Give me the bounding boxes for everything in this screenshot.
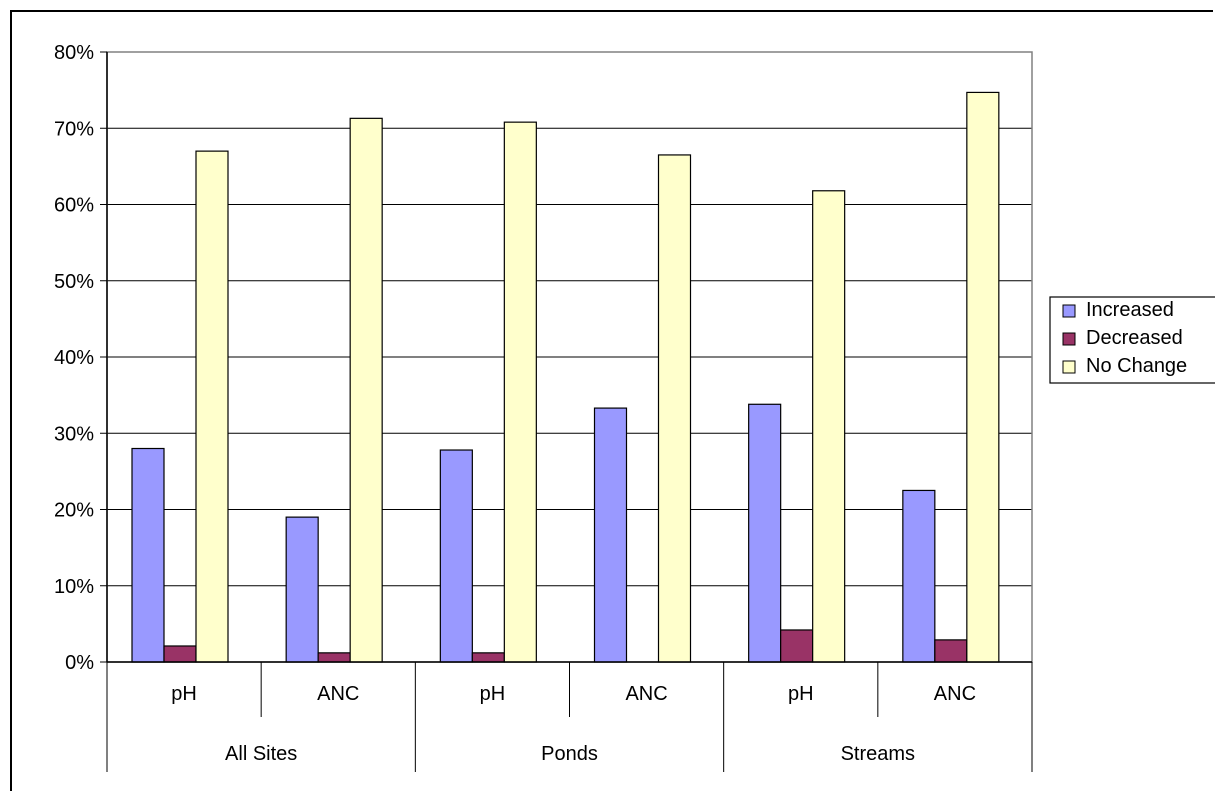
y-tick-label: 30% (54, 423, 94, 445)
bar-no-change (195, 150, 229, 663)
y-tick-label: 60% (54, 195, 94, 217)
gridlines (107, 51, 1032, 587)
y-tick-label: 40% (54, 347, 94, 369)
bar-increased (593, 407, 628, 663)
bar-no-change (349, 117, 383, 663)
bar-decreased (934, 639, 968, 663)
legend-label: Increased (1086, 299, 1174, 321)
bar-decreased (780, 629, 814, 663)
y-tick-label: 10% (54, 576, 94, 598)
bar-decreased (317, 652, 351, 663)
bar-increased (131, 447, 165, 663)
bar-no-change (503, 121, 537, 663)
group-label: All Sites (225, 743, 297, 765)
category-label: ANC (317, 683, 359, 705)
group-label: Ponds (541, 743, 598, 765)
bar-increased (748, 403, 782, 663)
legend-swatch (1062, 332, 1076, 346)
bar-no-change (657, 154, 692, 663)
y-tick-label: 70% (54, 118, 94, 140)
axes (100, 51, 1033, 772)
category-label: pH (171, 683, 197, 705)
y-tick-label: 80% (54, 42, 94, 64)
category-label: pH (788, 683, 814, 705)
legend-label: Decreased (1086, 327, 1183, 349)
y-tick-label: 0% (65, 652, 94, 674)
bars (131, 91, 1000, 663)
bar-decreased (471, 652, 505, 663)
y-axis-tick-labels: 0% 10% 20% 30% 40% 50% 60% 70% 80% (54, 42, 94, 674)
legend-swatch (1062, 304, 1076, 318)
legend-label: No Change (1086, 355, 1187, 377)
y-tick-label: 20% (54, 500, 94, 522)
category-label: ANC (934, 683, 976, 705)
legend: Increased Decreased No Change (1049, 296, 1215, 384)
category-label: pH (480, 683, 506, 705)
legend-box (1049, 296, 1215, 384)
bar-increased (285, 516, 319, 663)
bar-increased (902, 489, 936, 663)
bar-no-change (966, 91, 1000, 663)
bar-decreased (163, 645, 197, 663)
x-axis-labels: pH ANC pH ANC pH ANC All Sites Ponds Streams (171, 683, 976, 765)
y-tick-label: 50% (54, 271, 94, 293)
legend-swatch (1062, 360, 1076, 374)
bar-increased (439, 449, 473, 663)
bar-no-change (812, 190, 846, 663)
category-label: ANC (625, 683, 667, 705)
group-label: Streams (841, 743, 915, 765)
chart-frame (10, 10, 1213, 791)
